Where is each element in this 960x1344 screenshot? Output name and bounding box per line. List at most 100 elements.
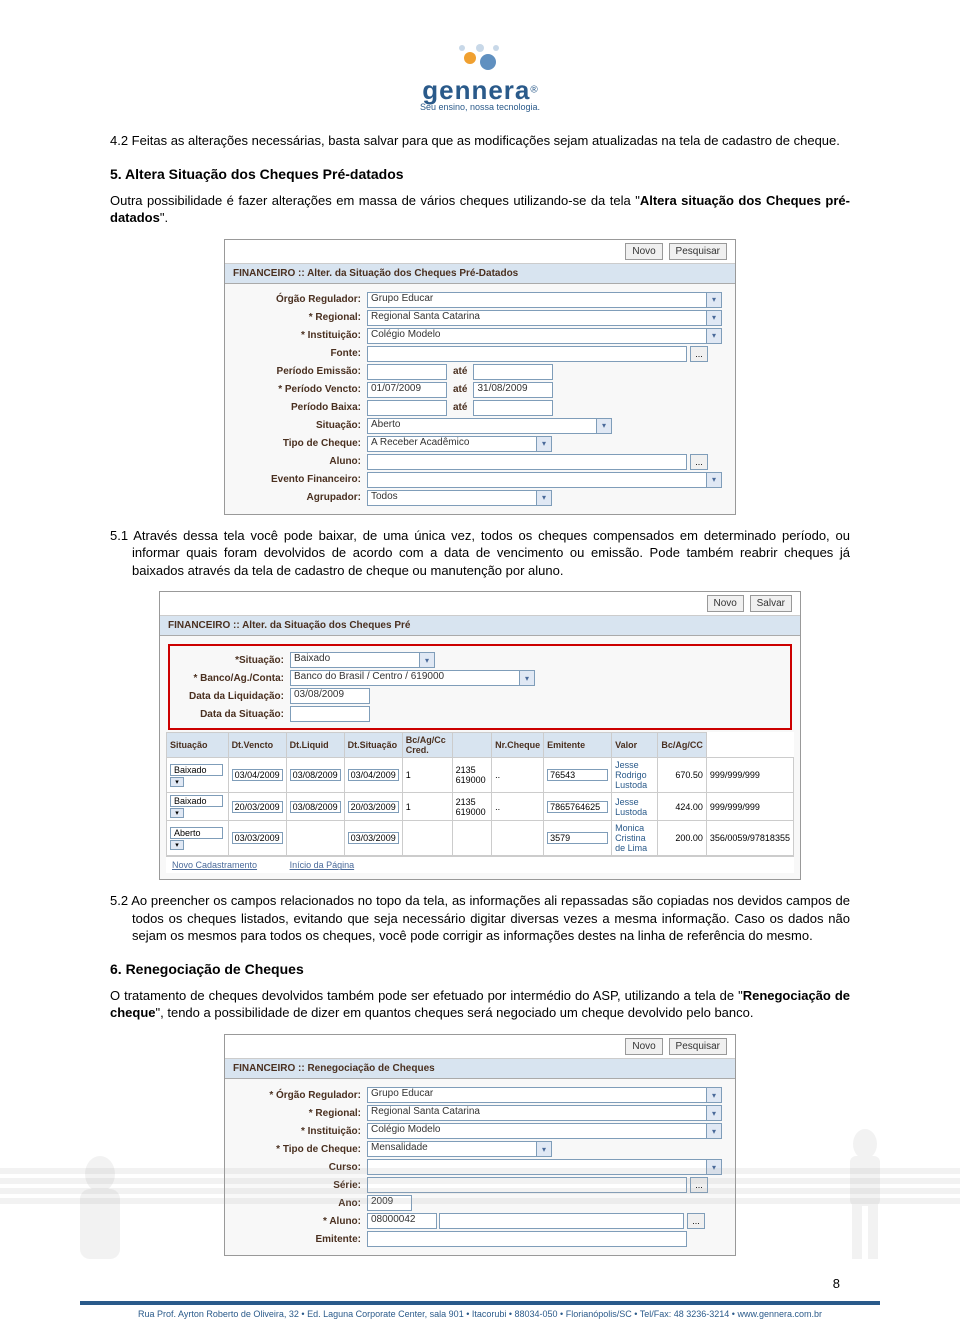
logo-trademark: ® [530,85,537,96]
toolbar: Novo Salvar [160,592,800,616]
lookup-button[interactable]: ... [690,454,708,470]
para-5-intro: Outra possibilidade é fazer alterações e… [110,192,850,227]
aluno-name-input[interactable] [439,1213,684,1229]
logo-dots-icon [450,40,510,70]
chevron-down-icon[interactable]: ▾ [706,1159,722,1175]
data-liq-input[interactable]: 03/08/2009 [290,688,370,704]
highlighted-fields: *Situação:Baixado▾ * Banco/Ag./Conta:Ban… [168,644,792,730]
chevron-down-icon[interactable]: ▾ [706,292,722,308]
emissao-de-input[interactable] [367,364,447,380]
logo-block: gennera® Seu ensino, nossa tecnologia. [80,40,880,112]
para-5-intro-text: Outra possibilidade é fazer alterações e… [110,193,640,208]
salvar-button[interactable]: Salvar [750,595,792,612]
serie-label: Série: [231,1180,367,1191]
data-sit-label: Data da Situação: [174,709,290,720]
vencto-ate-input[interactable]: 31/08/2009 [473,382,553,398]
curso-select[interactable] [367,1159,707,1175]
tipo-cheque-select[interactable]: A Receber Acadêmico [367,436,537,452]
table-header-cell: Emitente [544,733,612,758]
lookup-button[interactable]: ... [690,1177,708,1193]
instituicao-label: * Instituição: [231,1126,367,1137]
chevron-down-icon[interactable]: ▾ [706,1087,722,1103]
situacao-select[interactable]: Aberto [367,418,597,434]
para-6-intro-end: ", tendo a possibilidade de dizer em qua… [156,1005,754,1020]
logo-tagline: Seu ensino, nossa tecnologia. [80,102,880,112]
para-5-intro-end: ". [160,210,168,225]
situacao-cell[interactable]: Aberto▾ [167,821,229,856]
table-cell: 20/03/2009 [344,793,402,821]
evento-label: Evento Financeiro: [231,474,367,485]
novo-button[interactable]: Novo [625,1038,662,1055]
lookup-button[interactable]: ... [687,1213,705,1229]
novo-button[interactable]: Novo [707,595,744,612]
table-header-cell: Dt.Liquid [286,733,344,758]
regional-select[interactable]: Regional Santa Catarina [367,1105,707,1121]
module-header: FINANCEIRO :: Alter. da Situação dos Che… [225,264,735,284]
screenshot-1: Novo Pesquisar FINANCEIRO :: Alter. da S… [224,239,736,515]
banco-label: * Banco/Ag./Conta: [174,673,290,684]
instituicao-select[interactable]: Colégio Modelo [367,1123,707,1139]
orgao-label: * Órgão Regulador: [231,1090,367,1101]
chevron-down-icon[interactable]: ▾ [536,436,552,452]
evento-select[interactable] [367,472,707,488]
vencto-de-input[interactable]: 01/07/2009 [367,382,447,398]
instituicao-select[interactable]: Colégio Modelo [367,328,707,344]
ate-label: até [453,384,467,395]
inicio-pagina-link[interactable]: Início da Página [290,860,355,870]
chevron-down-icon[interactable]: ▾ [706,1105,722,1121]
lookup-button[interactable]: ... [690,346,708,362]
fonte-label: Fonte: [231,348,367,359]
table-header-cell: Situação [167,733,229,758]
chevron-down-icon[interactable]: ▾ [706,1123,722,1139]
table-cell: Jesse Lustoda [612,793,658,821]
table-cell: .. [492,758,544,793]
module-header: FINANCEIRO :: Alter. da Situação dos Che… [160,616,800,636]
banco-select[interactable]: Banco do Brasil / Centro / 619000 [290,670,520,686]
chevron-down-icon[interactable]: ▾ [706,328,722,344]
edit-form: *Situação:Baixado▾ * Banco/Ag./Conta:Ban… [160,636,800,879]
situacao-cell[interactable]: Baixado▾ [167,758,229,793]
table-cell: 2135 619000 [452,793,492,821]
emitente-label: Emitente: [231,1234,367,1245]
data-sit-input[interactable] [290,706,370,722]
section-6-title: 6. Renegociação de Cheques [110,961,850,977]
agrupador-label: Agrupador: [231,492,367,503]
orgao-select[interactable]: Grupo Educar [367,1087,707,1103]
emissao-ate-input[interactable] [473,364,553,380]
table-header-cell: Dt.Situação [344,733,402,758]
chevron-down-icon[interactable]: ▾ [519,670,535,686]
fonte-input[interactable] [367,346,687,362]
tipo-cheque-select[interactable]: Mensalidade [367,1141,537,1157]
chevron-down-icon[interactable]: ▾ [536,490,552,506]
novo-cadastramento-link[interactable]: Novo Cadastramento [172,860,257,870]
ano-input[interactable]: 2009 [367,1195,412,1211]
table-cell: 3579 [544,821,612,856]
pesquisar-button[interactable]: Pesquisar [669,1038,727,1055]
aluno-label: * Aluno: [231,1216,367,1227]
pesquisar-button[interactable]: Pesquisar [669,243,727,260]
novo-button[interactable]: Novo [625,243,662,260]
tipo-cheque-label: * Tipo de Cheque: [231,1144,367,1155]
filter-form: * Órgão Regulador:Grupo Educar▾ * Region… [225,1079,735,1255]
page-footer: Rua Prof. Ayrton Roberto de Oliveira, 32… [80,1301,880,1323]
chevron-down-icon[interactable]: ▾ [419,652,435,668]
table-cell [492,821,544,856]
baixa-de-input[interactable] [367,400,447,416]
situacao-select[interactable]: Baixado [290,652,420,668]
emitente-input[interactable] [367,1231,687,1247]
chevron-down-icon[interactable]: ▾ [596,418,612,434]
baixa-ate-input[interactable] [473,400,553,416]
chevron-down-icon[interactable]: ▾ [706,472,722,488]
regional-select[interactable]: Regional Santa Catarina [367,310,707,326]
orgao-select[interactable]: Grupo Educar [367,292,707,308]
serie-input[interactable] [367,1177,687,1193]
toolbar: Novo Pesquisar [225,1035,735,1059]
agrupador-select[interactable]: Todos [367,490,537,506]
chevron-down-icon[interactable]: ▾ [706,310,722,326]
aluno-input[interactable] [367,454,687,470]
aluno-code-input[interactable]: 08000042 [367,1213,437,1229]
situacao-cell[interactable]: Baixado▾ [167,793,229,821]
ate-label: até [453,402,467,413]
chevron-down-icon[interactable]: ▾ [536,1141,552,1157]
toolbar: Novo Pesquisar [225,240,735,264]
